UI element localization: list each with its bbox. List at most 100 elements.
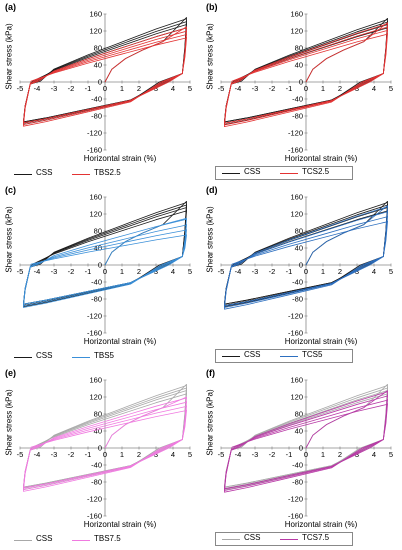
series-TBS5 (22, 217, 187, 308)
panel-label: (d) (206, 185, 218, 195)
y-tick-label: 160 (290, 10, 303, 19)
legend-label: CSS (244, 167, 261, 176)
x-tick-label: -2 (269, 450, 276, 459)
series-line (22, 36, 187, 124)
y-tick-label: 40 (295, 244, 303, 253)
x-tick-label: 0 (304, 450, 308, 459)
legend-label: CSS (36, 351, 53, 360)
legend: CSS TCS2.5 (215, 166, 353, 180)
y-tick-label: -160 (288, 329, 303, 338)
x-tick-label: 1 (120, 450, 124, 459)
legend: CSS TBS5 (8, 351, 148, 363)
x-tick-label: 5 (389, 450, 393, 459)
legend-swatch (280, 356, 298, 357)
legend-swatch (222, 356, 240, 357)
y-tick-label: -40 (91, 278, 102, 287)
series-TCS2.5 (223, 22, 388, 128)
legend-label: TCS5 (302, 350, 323, 359)
x-tick-label: 0 (103, 267, 107, 276)
legend-swatch (72, 174, 90, 175)
x-tick-label: 4 (372, 450, 376, 459)
x-tick-label: -2 (68, 267, 75, 276)
x-tick-label: -4 (235, 84, 242, 93)
legend: CSS TBS7.5 (8, 534, 148, 546)
x-tick-label: -4 (34, 450, 41, 459)
legend-label: TBS2.5 (94, 168, 121, 177)
chart-svg: -5 -4 -3 -2 -1 0 1 2 3 4 516012080400-40-80-120-16… (218, 376, 393, 521)
series-line (104, 396, 187, 449)
x-tick-label: -1 (85, 267, 92, 276)
y-tick-label: 80 (295, 410, 303, 419)
y-tick-label: -40 (292, 95, 303, 104)
y-tick-label: 40 (295, 427, 303, 436)
series-line (22, 234, 187, 305)
x-tick-label: 4 (372, 267, 376, 276)
x-tick-label: 2 (338, 267, 342, 276)
x-tick-label: 1 (321, 450, 325, 459)
x-tick-label: -1 (286, 267, 293, 276)
y-axis-label: Shear stress (kPa) (4, 206, 14, 273)
series-line (223, 403, 388, 490)
x-tick-label: -4 (235, 450, 242, 459)
y-tick-label: 120 (290, 210, 303, 219)
x-tick-label: 0 (103, 84, 107, 93)
x-tick-label: 4 (171, 267, 175, 276)
panel-label: (e) (5, 368, 16, 378)
x-axis-label: Horizontal strain (%) (83, 154, 157, 163)
y-tick-label: 160 (89, 193, 102, 202)
x-tick-label: -5 (218, 267, 225, 276)
y-tick-label: 120 (89, 27, 102, 36)
x-tick-label: -2 (68, 450, 75, 459)
y-tick-label: -120 (288, 312, 303, 321)
panel-label: (f) (206, 368, 215, 378)
x-tick-label: 4 (171, 450, 175, 459)
x-tick-label: -5 (218, 84, 225, 93)
x-tick-label: 3 (154, 267, 158, 276)
y-tick-label: -80 (91, 295, 102, 304)
x-tick-label: 1 (321, 267, 325, 276)
x-tick-label: -3 (51, 450, 58, 459)
x-tick-label: 3 (154, 450, 158, 459)
series-TCS7.5 (223, 390, 388, 493)
y-tick-label: 120 (290, 27, 303, 36)
x-tick-label: -5 (218, 450, 225, 459)
legend-label: TBS7.5 (94, 534, 121, 543)
x-tick-label: -2 (68, 84, 75, 93)
y-tick-label: 80 (295, 44, 303, 53)
x-axis-label: Horizontal strain (%) (284, 337, 358, 346)
x-tick-label: -1 (286, 84, 293, 93)
x-tick-label: -4 (235, 267, 242, 276)
y-tick-label: 120 (89, 393, 102, 402)
x-tick-label: 0 (304, 267, 308, 276)
series-line (104, 217, 187, 266)
series-line (305, 22, 388, 83)
y-tick-label: -120 (87, 495, 102, 504)
legend-swatch (72, 357, 90, 358)
y-tick-label: -80 (292, 112, 303, 121)
y-tick-label: -160 (87, 329, 102, 338)
x-tick-label: -3 (252, 267, 259, 276)
y-tick-label: -40 (292, 278, 303, 287)
y-tick-label: 80 (295, 227, 303, 236)
legend: CSS TBS2.5 (8, 168, 148, 180)
legend-label: CSS (244, 533, 261, 542)
y-tick-label: -160 (288, 146, 303, 155)
chart-panel-e: -5 -4 -3 -2 -1 0 1 2 3 4 5 160 120 80 40 0 -40 -80 -120 -16… (0, 366, 201, 549)
y-tick-label: 40 (94, 61, 102, 70)
legend-swatch (14, 174, 32, 175)
chart-panel-b: -5 -4 -3 -2 -1 0 1 2 3 4 5 160 120 80 40 0 -40 -80 -120 -16… (201, 0, 402, 183)
chart-panel-c: -5 -4 -3 -2 -1 0 1 2 3 4 5 160 120 80 40 0 -40 -80 -120 -16… (0, 183, 201, 366)
panel-label: (c) (5, 185, 16, 195)
series-line (305, 383, 388, 449)
series-TBS2.5 (22, 26, 187, 127)
x-tick-label: -1 (85, 450, 92, 459)
y-tick-label: 160 (89, 376, 102, 385)
x-tick-label: 4 (171, 84, 175, 93)
y-tick-label: -120 (87, 312, 102, 321)
x-tick-label: -1 (85, 84, 92, 93)
legend-label: CSS (36, 168, 53, 177)
legend-swatch (72, 540, 90, 541)
legend-swatch (280, 539, 298, 540)
x-tick-label: 5 (389, 84, 393, 93)
y-tick-label: -160 (288, 512, 303, 521)
